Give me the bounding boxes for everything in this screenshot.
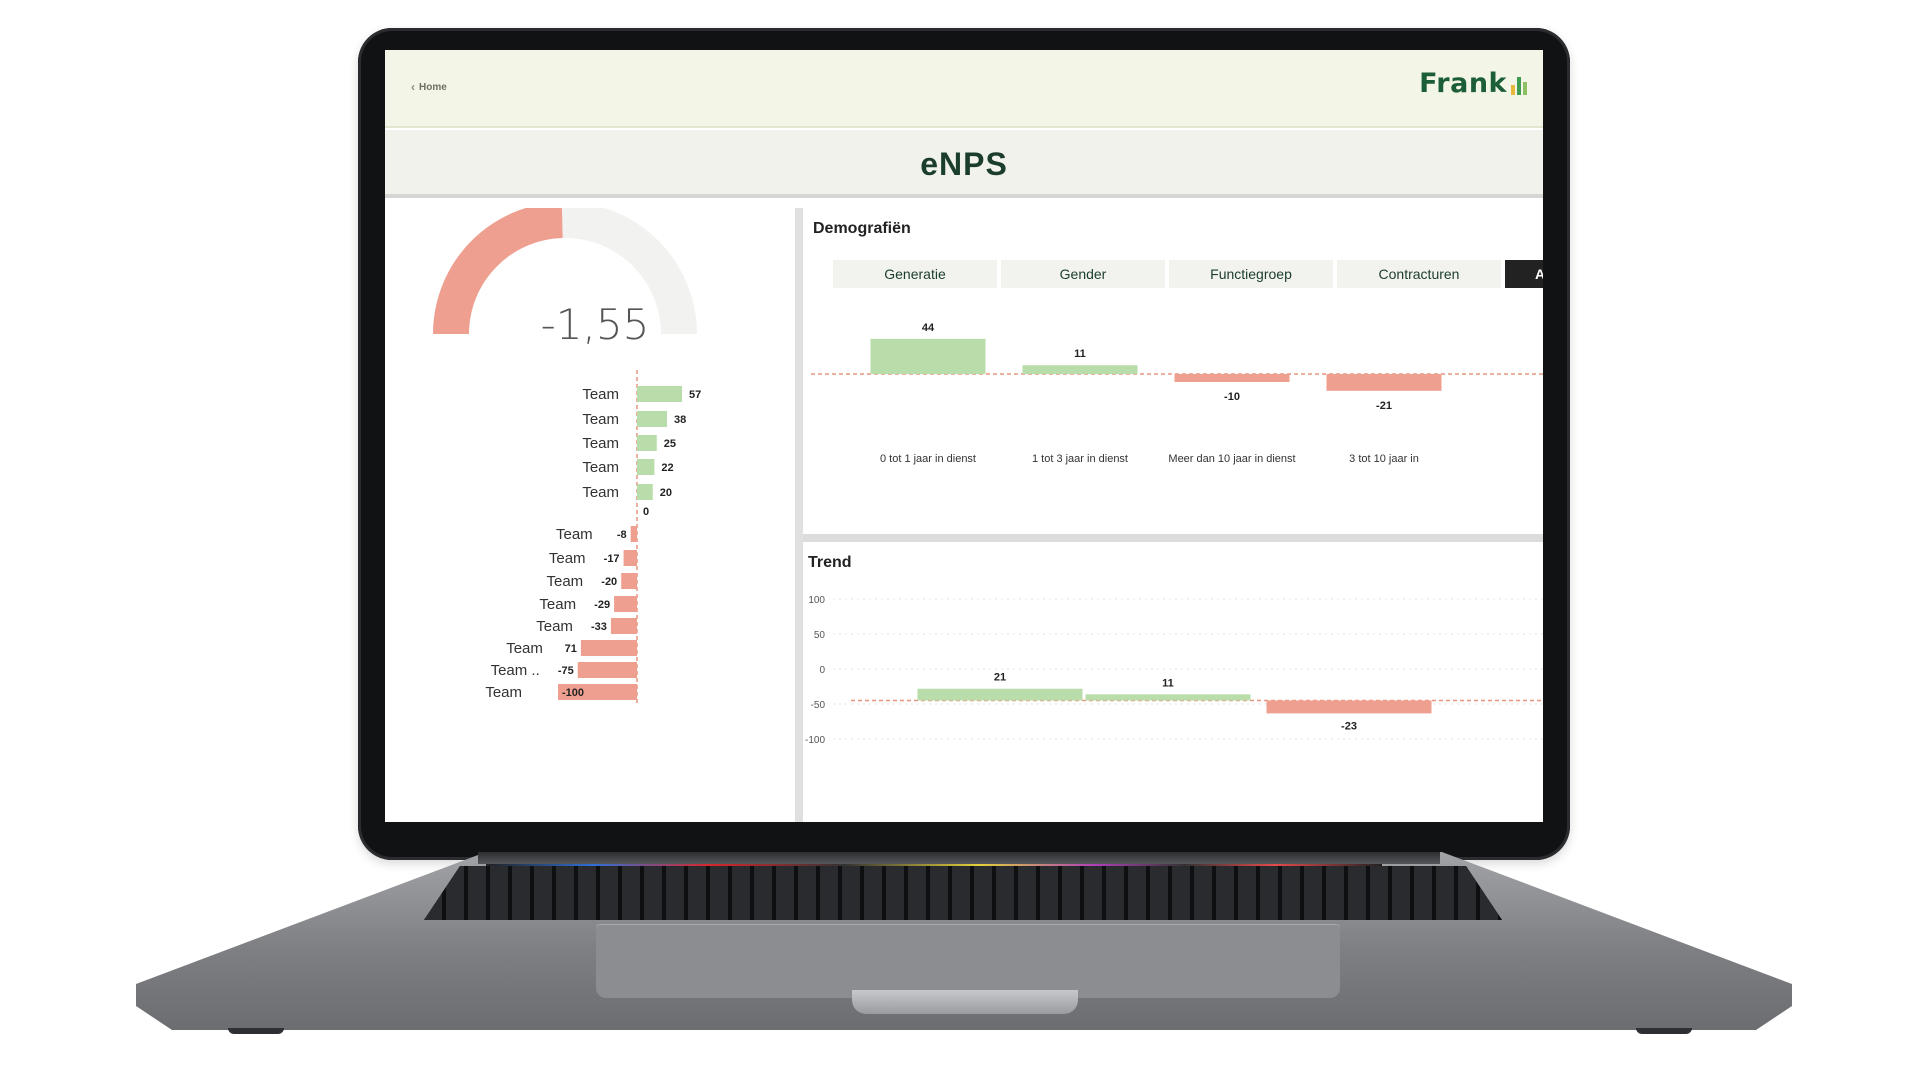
- trend-y-tick: 0: [819, 665, 825, 676]
- team-category-label: Team: [582, 459, 619, 476]
- team-panel: -1,55 57 Team 38 Team 25 Team 22 Team 20 Team 0 -8 T…: [397, 208, 795, 822]
- team-bar: [610, 618, 637, 634]
- demografie-bar-label: -21: [1376, 400, 1392, 412]
- front-notch: [852, 990, 1078, 1014]
- team-bar-label: 71: [565, 643, 577, 655]
- team-bar: [630, 526, 637, 542]
- demografie-bar-chart: 44 0 tot 1 jaar in dienst 11 1 tot 3 jaar i…: [811, 322, 1543, 465]
- team-category-label: Team: [582, 386, 619, 403]
- touch-bar: [486, 864, 1382, 867]
- demografie-bar-label: 44: [922, 322, 935, 334]
- team-bar: [621, 573, 637, 589]
- team-bar: [637, 411, 668, 427]
- demografie-bar: [1022, 365, 1138, 374]
- trend-y-tick: 100: [808, 595, 825, 606]
- panel-divider-horizontal: [803, 534, 1543, 542]
- demografie-bar: [1326, 374, 1442, 391]
- tab-functiegroep[interactable]: Functiegroep: [1169, 260, 1333, 288]
- demografie-panel: Demografiën Generatie Gender Functiegroe…: [803, 208, 1543, 534]
- demografie-category-label: Meer dan 10 jaar in dienst: [1168, 453, 1295, 465]
- laptop-foot-right: [1636, 1028, 1692, 1034]
- laptop-foot-left: [228, 1028, 284, 1034]
- team-category-label: Team: [549, 550, 586, 567]
- panel-divider-vertical: [795, 208, 803, 822]
- team-bar-label: 57: [689, 389, 701, 401]
- team-bar-label: -100: [562, 687, 584, 699]
- team-bar-label: 25: [664, 438, 676, 450]
- team-category-label: Team: [536, 618, 573, 635]
- team-bar-label: -29: [594, 599, 610, 611]
- team-bar-label: -75: [558, 665, 574, 677]
- tab-contracturen[interactable]: Contracturen: [1337, 260, 1501, 288]
- demografie-bar: [1174, 374, 1290, 382]
- team-bar: [637, 484, 653, 500]
- team-category-label: Team ..: [491, 662, 540, 679]
- trackpad: [596, 924, 1340, 998]
- team-bar-label: -20: [601, 576, 617, 588]
- team-bar-label: 22: [661, 462, 673, 474]
- trend-bar: [917, 688, 1083, 701]
- demografie-category-label: 3 tot 10 jaar in: [1349, 453, 1419, 465]
- trend-bar-label: 11: [1162, 677, 1174, 689]
- bar-chart-icon: [1511, 75, 1527, 95]
- team-bar: [558, 684, 637, 700]
- tab-aantal-jaar-in-dienst[interactable]: Aar: [1505, 260, 1543, 288]
- team-bar-label: 20: [660, 487, 672, 499]
- team-bar-label: 0: [643, 506, 649, 518]
- team-bar: [614, 596, 637, 612]
- gauge-value: -1,55: [540, 300, 650, 349]
- team-category-label: Team: [582, 435, 619, 452]
- trend-bar-label: -23: [1341, 720, 1357, 732]
- trend-title: Trend: [808, 554, 852, 571]
- trend-y-tick: -100: [805, 735, 825, 746]
- team-bar-chart: 57 Team 38 Team 25 Team 22 Team 20 Team 0 -8 Team -17…: [485, 370, 701, 706]
- demografie-bar-label: -10: [1224, 391, 1240, 403]
- team-category-label: Team: [485, 684, 522, 701]
- demografie-category-label: 0 tot 1 jaar in dienst: [880, 453, 976, 465]
- logo-text: Frank: [1419, 68, 1507, 99]
- home-label: Home: [419, 81, 447, 93]
- team-bar-label: -17: [604, 553, 620, 565]
- laptop-hinge: [478, 852, 1440, 864]
- top-bar: ‹ Home Frank: [385, 50, 1543, 128]
- team-bar-label: -33: [591, 621, 607, 633]
- team-bar-label: -8: [617, 529, 627, 541]
- trend-y-tick: 50: [814, 630, 826, 641]
- team-category-label: Team: [582, 484, 619, 501]
- laptop-screen: ‹ Home Frank eNPS -1,55 57 Team 38 Team 25 Te…: [385, 50, 1543, 822]
- title-band: eNPS: [385, 130, 1543, 198]
- team-category-label: Team: [539, 596, 576, 613]
- team-category-label: Team: [547, 573, 584, 590]
- team-bar: [637, 386, 683, 402]
- chevron-left-icon: ‹: [411, 80, 415, 94]
- team-bar: [637, 435, 657, 451]
- frank-logo: Frank: [1419, 68, 1527, 99]
- demografie-bar: [870, 338, 986, 374]
- team-bar: [577, 662, 637, 678]
- trend-panel: Trend 100 50 0 -50 -100 21 11 -23: [803, 542, 1543, 822]
- home-link[interactable]: ‹ Home: [411, 80, 447, 94]
- team-bar: [623, 550, 637, 566]
- demografie-title: Demografiën: [813, 220, 911, 237]
- tab-gender[interactable]: Gender: [1001, 260, 1165, 288]
- enps-gauge: [433, 208, 697, 334]
- trend-bar-label: 21: [994, 672, 1006, 684]
- gauge-fill: [433, 208, 563, 334]
- keyboard: [424, 866, 1502, 920]
- demografie-bar-label: 11: [1074, 348, 1086, 360]
- trend-bar: [1085, 694, 1251, 701]
- trend-bar-chart: 100 50 0 -50 -100 21 11 -23: [805, 595, 1543, 746]
- tab-generatie[interactable]: Generatie: [833, 260, 997, 288]
- team-category-label: Team: [582, 411, 619, 428]
- team-bar: [637, 459, 655, 475]
- team-category-label: Team: [506, 640, 543, 657]
- demografie-tabs: Generatie Gender Functiegroep Contractur…: [833, 260, 1543, 288]
- trend-y-tick: -50: [811, 700, 826, 711]
- team-bar-label: 38: [674, 414, 686, 426]
- team-category-label: Team: [556, 526, 593, 543]
- demografie-category-label: 1 tot 3 jaar in dienst: [1032, 453, 1128, 465]
- team-bar: [580, 640, 637, 656]
- trend-bar: [1266, 700, 1432, 714]
- page-title: eNPS: [920, 146, 1008, 182]
